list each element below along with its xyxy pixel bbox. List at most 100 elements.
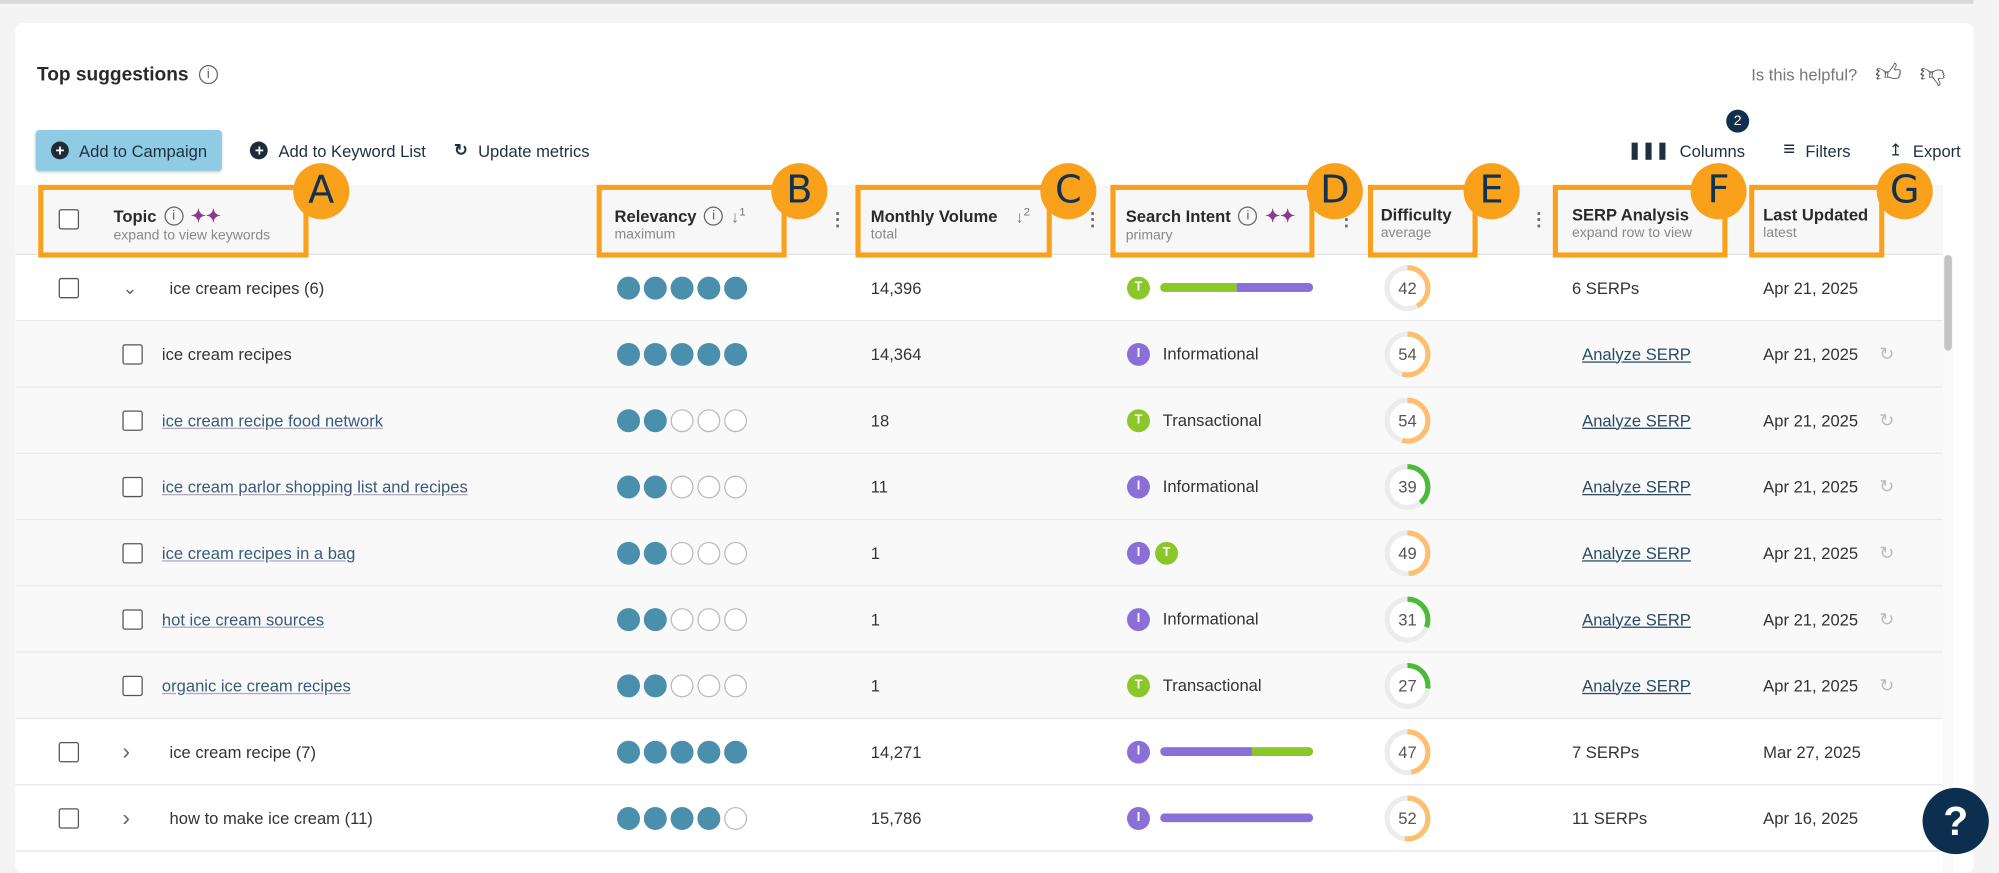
relevancy-dot-filled	[617, 541, 640, 565]
columns-icon: ❚❚❚	[1627, 140, 1670, 160]
gauge-arc	[1384, 463, 1431, 510]
thumbs-up-icon[interactable]: 👍︎	[1875, 59, 1902, 88]
info-icon[interactable]: i	[198, 65, 218, 85]
refresh-icon[interactable]: ↻	[1879, 541, 1895, 563]
keyword-row[interactable]: ice cream recipes 14,364 I Informational 54 A…	[15, 321, 1943, 388]
columns-button[interactable]: ❚❚❚ Columns	[1628, 140, 1745, 160]
relevancy-dot-empty	[724, 673, 748, 697]
keyword-row[interactable]: organic ice cream recipes 1 T Transactional…	[15, 652, 1943, 720]
topic-name[interactable]: ice cream recipes (6)	[169, 277, 325, 298]
keyword-name[interactable]: ice cream recipes in a bag	[161, 543, 356, 563]
monthly-volume: 11	[870, 476, 888, 496]
column-menu-icon[interactable]: ⋮	[1529, 209, 1548, 230]
select-all-checkbox[interactable]	[58, 209, 80, 230]
toolbar: + Add to Campaign + Add to Keyword List ↻ U…	[35, 109, 1961, 171]
topic-group-row[interactable]: ⌄ ice cream recipes (6) 14,396 T 42 6 SERPs Ap…	[15, 255, 1943, 322]
export-icon: ↥	[1888, 140, 1903, 160]
relevancy-dot-empty	[697, 474, 721, 498]
scrollbar-track[interactable]	[1942, 254, 1954, 873]
keyword-row[interactable]: ice cream recipe food network 18 T Transact…	[15, 387, 1943, 454]
export-button[interactable]: ↥ Export	[1889, 140, 1961, 160]
col-serp-analysis[interactable]: SERP Analysis expand row to view	[1572, 205, 1692, 241]
analyze-serp-link[interactable]: Analyze SERP	[1582, 543, 1691, 563]
intent-segment-informational	[1160, 813, 1314, 823]
refresh-icon[interactable]: ↻	[1879, 674, 1895, 695]
update-metrics-button[interactable]: ↻ Update metrics	[454, 140, 590, 160]
analyze-serp-link[interactable]: Analyze SERP	[1582, 410, 1691, 430]
chevron-right-icon[interactable]: ›	[122, 738, 131, 764]
gauge-arc	[1384, 596, 1431, 642]
refresh-icon[interactable]: ↻	[1879, 475, 1895, 496]
col-relevancy-label: Relevancy	[614, 206, 697, 226]
last-updated: Apr 21, 2025	[1763, 410, 1859, 430]
info-icon[interactable]: i	[164, 206, 184, 226]
row-checkbox[interactable]	[122, 542, 143, 563]
keyword-row[interactable]: hot ice cream sources 1 I Informational 31 An…	[15, 586, 1943, 653]
col-search-intent[interactable]: Search Intent i ✦✦ primary	[1126, 205, 1295, 243]
col-monthly-volume[interactable]: Monthly Volume ↓2 total	[871, 205, 1030, 242]
chevron-right-icon[interactable]: ›	[122, 804, 131, 830]
analyze-serp-link[interactable]: Analyze SERP	[1582, 476, 1691, 496]
keyword-name[interactable]: ice cream parlor shopping list and recip…	[161, 476, 468, 496]
help-button[interactable]: ?	[1922, 787, 1989, 855]
row-checkbox[interactable]	[122, 675, 143, 696]
col-last-updated[interactable]: Last Updated latest	[1763, 205, 1868, 241]
relevancy-dot-filled	[670, 806, 694, 830]
row-checkbox[interactable]	[122, 608, 143, 630]
row-checkbox[interactable]	[122, 409, 143, 431]
difficulty-gauge: 27	[1384, 662, 1431, 709]
analyze-serp-link[interactable]: Analyze SERP	[1582, 609, 1691, 629]
thumbs-down-icon[interactable]: 👎︎	[1919, 59, 1946, 88]
row-checkbox[interactable]	[58, 807, 80, 829]
intent-segment-informational	[1236, 283, 1314, 292]
col-difficulty[interactable]: Difficulty average	[1381, 205, 1452, 241]
column-menu-icon[interactable]: ⋮	[828, 209, 847, 230]
col-topic[interactable]: Topic i ✦✦ expand to view keywords	[113, 205, 270, 243]
last-updated: Apr 21, 2025	[1763, 476, 1859, 496]
keyword-row[interactable]: ice cream parlor shopping list and recip…	[15, 453, 1943, 521]
row-checkbox[interactable]	[58, 277, 80, 298]
col-serp-sub: expand row to view	[1571, 225, 1693, 241]
row-checkbox[interactable]	[122, 476, 143, 497]
intent-label: Informational	[1162, 344, 1259, 364]
refresh-icon[interactable]: ↻	[1879, 409, 1895, 430]
keyword-name[interactable]: ice cream recipes	[161, 344, 292, 364]
topic-name[interactable]: how to make ice cream (11)	[169, 808, 373, 828]
relevancy-dot-filled	[697, 342, 721, 366]
topic-name[interactable]: ice cream recipe (7)	[169, 741, 317, 762]
search-intent: I	[1127, 740, 1314, 764]
informational-icon: I	[1127, 474, 1150, 498]
add-to-campaign-button[interactable]: + Add to Campaign	[35, 130, 223, 171]
difficulty-score: 47	[1398, 742, 1416, 761]
info-icon[interactable]: i	[704, 206, 724, 226]
keyword-name[interactable]: hot ice cream sources	[161, 609, 325, 629]
topic-group-row[interactable]: › how to make ice cream (11) 15,786 I 52 11 S…	[15, 785, 1943, 852]
relevancy-dot-filled	[643, 541, 667, 565]
analyze-serp-link[interactable]: Analyze SERP	[1582, 675, 1691, 695]
col-relevancy[interactable]: Relevancy i ↓1 maximum	[615, 205, 746, 242]
refresh-icon[interactable]: ↻	[1879, 342, 1895, 364]
info-icon[interactable]: i	[1238, 206, 1258, 226]
add-to-keyword-list-button[interactable]: + Add to Keyword List	[250, 141, 426, 160]
ai-sparkle-icon: ✦✦	[1265, 205, 1296, 226]
scrollbar-thumb[interactable]	[1944, 254, 1952, 351]
add-to-campaign-label: Add to Campaign	[79, 140, 208, 160]
chevron-down-icon[interactable]: ⌄	[122, 276, 138, 298]
filters-button[interactable]: ≡ Filters	[1783, 139, 1850, 162]
callout-box-b	[596, 184, 787, 258]
refresh-icon[interactable]: ↻	[1879, 608, 1895, 629]
topic-group-row[interactable]: › ice cream recipe (7) 14,271 I 47 7 SERPs Mar…	[15, 719, 1943, 786]
intent-segment-informational	[1160, 747, 1252, 757]
column-menu-icon[interactable]: ⋮	[1083, 209, 1102, 230]
difficulty-gauge: 52	[1384, 794, 1431, 841]
keyword-row[interactable]: ice cream recipes in a bag 1 I T 49 Analyze S…	[15, 520, 1943, 587]
relevancy-rating	[617, 607, 748, 631]
search-intent: T Transactional	[1127, 673, 1262, 697]
keyword-name[interactable]: organic ice cream recipes	[161, 675, 351, 695]
sort-desc-icon[interactable]: ↓2	[1015, 205, 1031, 227]
row-checkbox[interactable]	[122, 343, 143, 364]
row-checkbox[interactable]	[58, 741, 80, 762]
analyze-serp-link[interactable]: Analyze SERP	[1582, 344, 1691, 364]
keyword-name[interactable]: ice cream recipe food network	[161, 410, 384, 430]
sort-desc-icon[interactable]: ↓1	[730, 205, 746, 227]
